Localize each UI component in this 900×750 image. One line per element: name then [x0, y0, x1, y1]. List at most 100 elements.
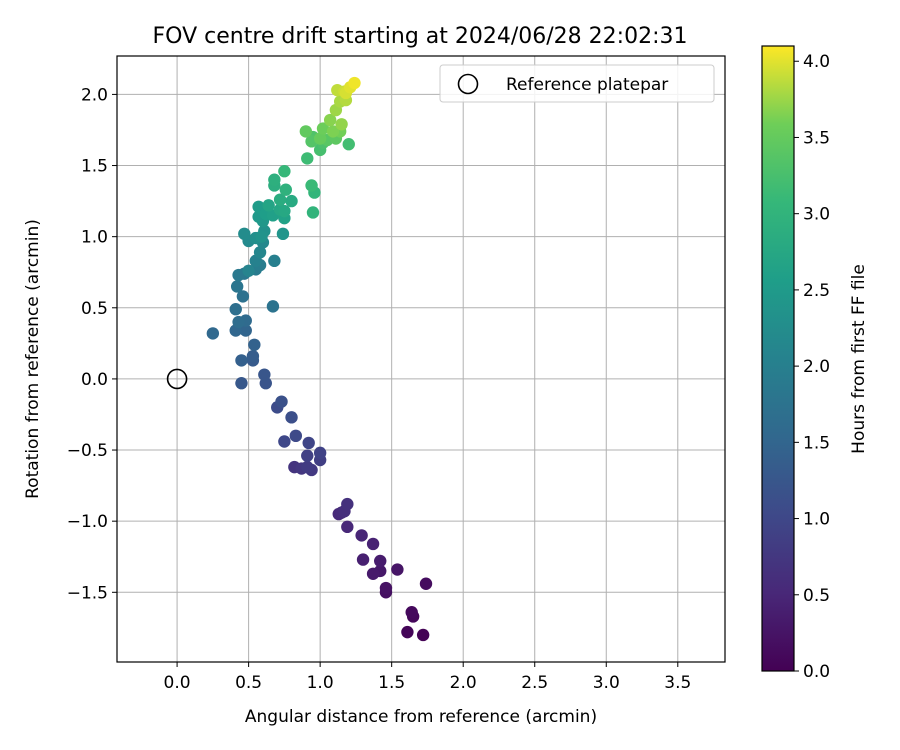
scatter-point [341, 497, 354, 511]
scatter-point [253, 246, 267, 259]
scatter-point [278, 165, 291, 178]
scatter-point [302, 436, 315, 450]
x-tick-label: 1.5 [378, 673, 405, 693]
scatter-point [401, 625, 414, 639]
scatter-point [238, 227, 251, 241]
colorbar-tick-label: 3.0 [803, 205, 830, 225]
scatter-point [239, 324, 252, 337]
scatter-point [230, 280, 244, 293]
scatter-point [273, 193, 287, 206]
scatter-points [206, 76, 433, 642]
colorbar-ticks: 0.0 0.5 1.0 1.5 2.0 2.5 3.0 3.5 4.0 [794, 52, 830, 682]
x-tick-label: 2.5 [521, 673, 548, 693]
scatter-point [299, 125, 313, 138]
colorbar [761, 45, 795, 672]
x-tick-label: 3.0 [593, 673, 620, 693]
scatter-point [266, 300, 280, 313]
scatter-point [379, 581, 393, 595]
scatter-point [285, 194, 298, 208]
y-tick-label: 1.0 [81, 228, 108, 248]
scatter-point [279, 183, 293, 196]
scatter-point [301, 449, 314, 462]
x-tick-label: 2.0 [450, 673, 477, 693]
y-tick-label: −1.0 [67, 512, 108, 532]
colorbar-tick-label: 1.5 [803, 433, 830, 453]
x-axis-label: Angular distance from reference (arcmin) [245, 707, 597, 727]
reference-platepar-marker [166, 368, 188, 390]
colorbar-tick-label: 1.0 [803, 510, 830, 530]
y-tick-label: 2.0 [81, 85, 108, 105]
scatter-point [236, 290, 250, 303]
scatter-point [316, 122, 330, 135]
scatter-point [235, 376, 248, 390]
scatter-point [348, 76, 361, 90]
x-axis-ticks: 0.0 0.5 1.0 1.5 2.0 2.5 3.0 3.5 [164, 662, 691, 693]
scatter-point [391, 563, 404, 576]
scatter-point [356, 553, 370, 566]
scatter-point [341, 520, 354, 534]
scatter-point [289, 429, 303, 443]
scatter-point [355, 529, 368, 542]
chart-title: FOV centre drift starting at 2024/06/28 … [153, 24, 688, 49]
colorbar-tick-label: 2.5 [803, 281, 830, 301]
y-axis-label: Rotation from reference (arcmin) [23, 219, 43, 499]
scatter-point [278, 204, 291, 218]
scatter-point [313, 132, 327, 145]
scatter-point [235, 354, 248, 367]
legend-label: Reference platepar [506, 75, 668, 95]
y-tick-label: 1.5 [81, 157, 108, 177]
scatter-point [323, 113, 337, 127]
y-tick-label: −1.5 [67, 583, 108, 603]
scatter-point [232, 268, 245, 282]
scatter-point [405, 606, 418, 619]
scatter-point [246, 349, 260, 363]
scatter-point [342, 137, 355, 151]
plot-frame [116, 55, 726, 663]
scatter-point [335, 118, 348, 131]
colorbar-tick-label: 0.0 [803, 662, 830, 682]
y-tick-label: −0.5 [67, 441, 108, 461]
legend-box [439, 64, 715, 103]
x-tick-label: 3.5 [664, 673, 691, 693]
scatter-point [276, 227, 290, 241]
scatter-point [232, 315, 245, 329]
scatter-point [313, 446, 327, 460]
y-tick-label: 0.0 [81, 370, 108, 390]
scatter-point [268, 254, 281, 268]
scatter-point [366, 537, 380, 551]
scatter-point [275, 395, 288, 408]
legend: Reference platepar [439, 64, 715, 103]
colorbar-tick-label: 4.0 [803, 52, 830, 72]
colorbar-tick-label: 2.0 [803, 357, 830, 377]
scatter-point [306, 206, 320, 219]
colorbar-tick-label: 0.5 [803, 586, 830, 606]
scatter-point [242, 264, 255, 278]
colorbar-tick-label: 3.5 [803, 128, 830, 148]
scatter-point [229, 303, 242, 316]
scatter-point [326, 125, 340, 138]
scatter-point [374, 554, 387, 568]
scatter-point [419, 577, 433, 590]
scatter-point [301, 460, 314, 474]
scatter-point [285, 411, 298, 424]
scatter-point [262, 199, 275, 212]
x-tick-label: 1.0 [307, 673, 334, 693]
y-tick-label: 0.5 [81, 299, 108, 319]
x-tick-label: 0.0 [164, 673, 191, 693]
colorbar-label: Hours from first FF file [849, 264, 869, 454]
legend-marker-icon [457, 73, 479, 95]
scatter-point [248, 338, 261, 351]
scatter-point [366, 567, 380, 581]
scatter-point [416, 628, 430, 642]
y-axis-ticks: −1.5 −1.0 −0.5 0.0 0.5 1.0 1.5 2.0 [67, 85, 117, 603]
scatter-point [258, 368, 271, 381]
scatter-point [301, 152, 314, 165]
scatter-point [305, 179, 318, 192]
scatter-point [206, 327, 220, 340]
scatter-point [278, 435, 291, 448]
scatter-point [255, 230, 268, 243]
grid [117, 56, 725, 662]
x-tick-label: 0.5 [235, 673, 262, 693]
scatter-point [268, 173, 281, 186]
